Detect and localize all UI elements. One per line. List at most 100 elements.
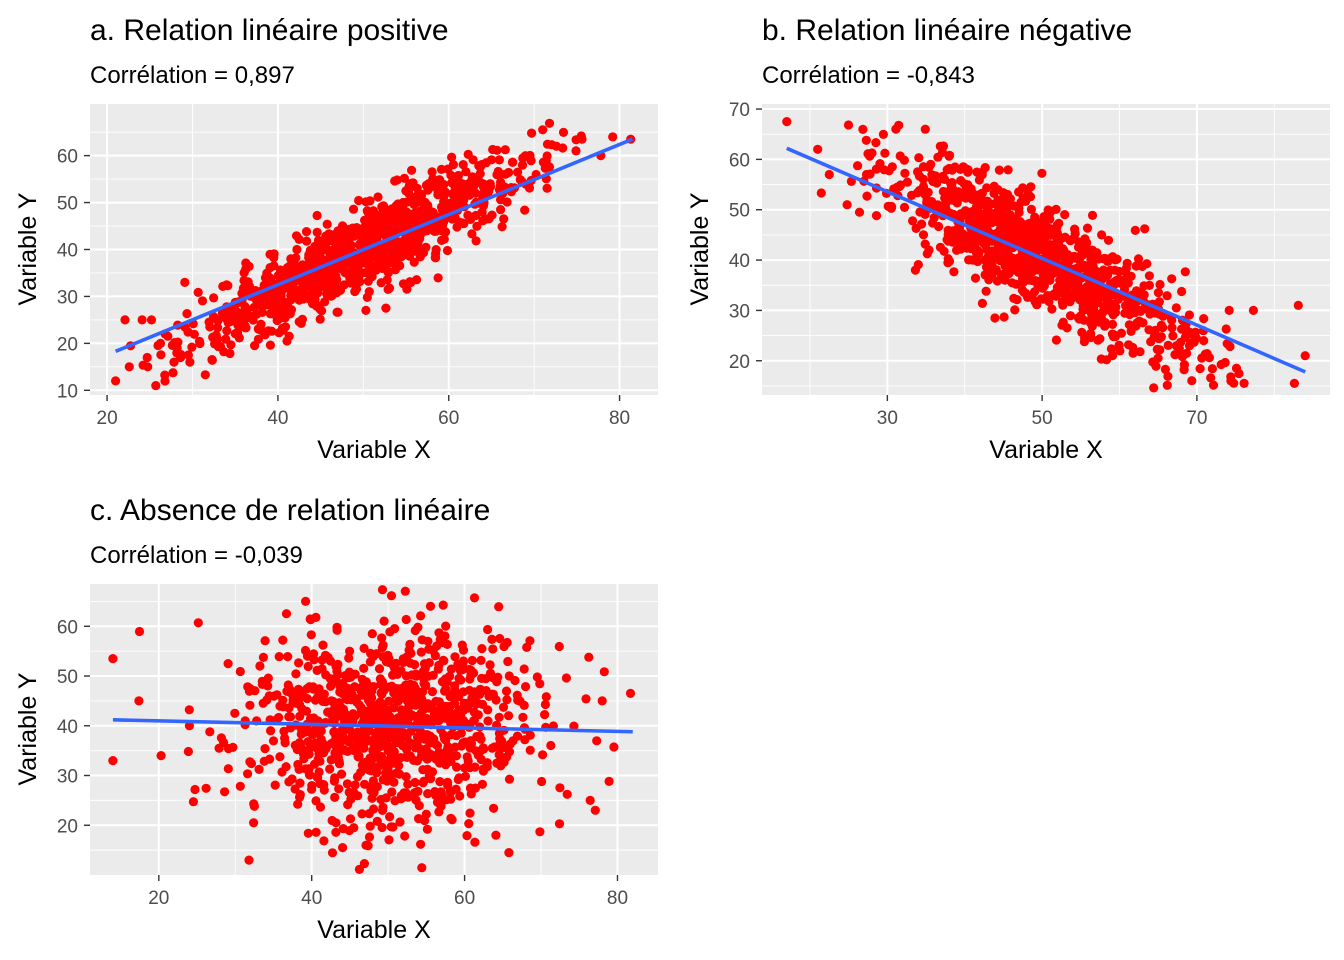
panel-b-title: b. Relation linéaire négative (762, 14, 1132, 47)
data-point (442, 745, 452, 755)
data-point (327, 282, 337, 292)
data-point (977, 298, 988, 308)
data-point (464, 685, 474, 696)
panel-a-major-grid (90, 104, 658, 395)
data-point (470, 837, 480, 847)
data-point (1079, 337, 1089, 347)
data-point (448, 160, 458, 170)
data-point (404, 188, 414, 198)
data-point (1086, 329, 1096, 339)
data-point (293, 799, 303, 809)
data-point (452, 762, 462, 772)
data-point (966, 232, 976, 242)
data-point (1037, 168, 1047, 178)
data-point (410, 777, 420, 788)
data-point (417, 244, 427, 254)
panel-b-x-ticks: 30 50 70 (877, 395, 1207, 429)
data-point (985, 208, 995, 218)
data-point (410, 711, 421, 722)
data-point (450, 652, 460, 662)
data-point (478, 189, 488, 199)
data-point (134, 626, 145, 637)
data-point (187, 342, 197, 352)
data-point (1180, 332, 1190, 342)
data-point (1208, 380, 1219, 390)
data-point (504, 711, 514, 721)
data-point (501, 686, 512, 696)
data-point (415, 697, 425, 708)
data-point (255, 661, 265, 671)
data-point (402, 197, 412, 207)
data-point (450, 681, 460, 691)
data-point (935, 242, 946, 252)
data-point (1003, 165, 1013, 175)
data-point (542, 183, 552, 193)
data-point (1289, 378, 1299, 388)
data-point (1126, 326, 1136, 336)
data-point (310, 695, 320, 705)
data-point (1090, 283, 1100, 293)
data-point (502, 637, 512, 648)
data-point (943, 225, 953, 235)
data-point (538, 750, 548, 760)
panel-c-y-ticks: 20 30 40 50 60 (57, 617, 90, 837)
data-point (396, 684, 406, 694)
data-point (342, 258, 352, 268)
data-point (377, 585, 388, 595)
data-point (214, 743, 224, 753)
data-point (1135, 347, 1145, 357)
data-point (375, 674, 385, 684)
data-point (426, 774, 436, 784)
data-point (577, 134, 587, 144)
data-point (518, 712, 528, 722)
data-point (1087, 312, 1097, 322)
data-point (1018, 183, 1028, 193)
panel-b-y-axis-title: Variable Y (686, 192, 714, 305)
data-point (160, 376, 170, 386)
data-point (987, 268, 998, 279)
data-point (401, 614, 411, 625)
data-point (333, 670, 343, 680)
data-point (303, 828, 313, 838)
data-point (1026, 204, 1036, 214)
panel-a-x-ticks: 20 40 60 80 (97, 395, 630, 429)
data-point (608, 132, 618, 142)
data-point (183, 350, 193, 360)
data-point (1087, 210, 1098, 220)
data-point (315, 251, 325, 261)
data-point (292, 244, 302, 255)
data-point (1009, 293, 1019, 303)
data-point (1126, 302, 1136, 312)
data-point (1187, 376, 1197, 386)
data-point (470, 188, 481, 198)
data-point (224, 317, 234, 327)
data-point (920, 209, 930, 219)
data-point (475, 689, 485, 700)
data-point (302, 236, 312, 246)
data-point (138, 360, 148, 370)
data-point (439, 234, 449, 244)
data-point (322, 219, 332, 229)
data-point (1195, 364, 1205, 374)
data-point (966, 243, 976, 254)
data-point (592, 736, 602, 746)
data-point (169, 357, 179, 367)
data-point (1030, 287, 1040, 297)
data-point (338, 824, 348, 834)
data-point (499, 757, 509, 767)
panel-b: b. Relation linéaire négative Corrélatio… (686, 14, 1330, 464)
data-point (413, 194, 423, 204)
data-point (345, 814, 356, 824)
data-point (384, 696, 394, 706)
data-point (1108, 252, 1118, 262)
data-point (220, 787, 230, 797)
data-point (423, 789, 433, 799)
data-point (215, 341, 226, 352)
data-point (403, 779, 413, 789)
data-point (108, 756, 118, 766)
data-point (959, 179, 969, 189)
data-point (535, 827, 545, 837)
data-point (410, 625, 420, 636)
data-point (226, 340, 236, 350)
